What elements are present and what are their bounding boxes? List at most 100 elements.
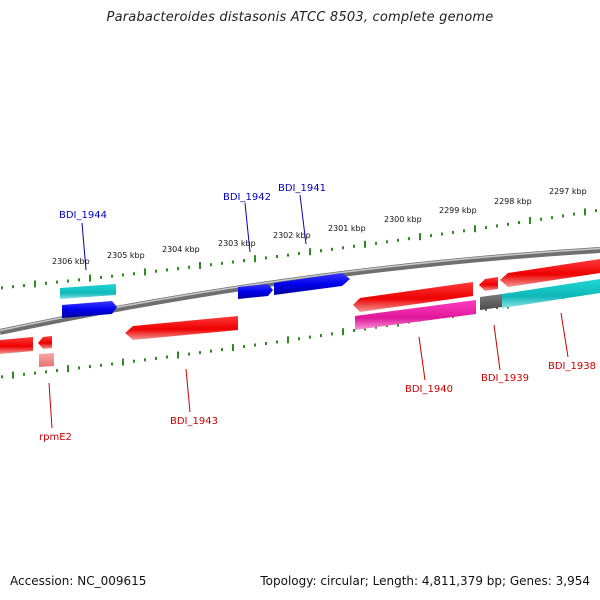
label-bdi-1940[interactable]: BDI_1940 (405, 384, 453, 395)
minor-tick (265, 342, 267, 345)
gene-bdi-1938[interactable] (502, 279, 600, 308)
gene-rpme2[interactable] (38, 336, 52, 349)
minor-tick (276, 255, 278, 258)
minor-tick (199, 351, 201, 355)
major-tick (232, 344, 234, 352)
minor-tick (287, 253, 289, 257)
minor-tick (67, 279, 69, 283)
minor-tick (1, 286, 3, 290)
genome-stats-text: Topology: circular; Length: 4,811,379 bp… (260, 574, 590, 588)
scale-label-2301: 2301 kbp (328, 224, 366, 233)
minor-tick (111, 362, 113, 366)
minor-tick (331, 247, 333, 251)
gene-rpme2-rrna[interactable] (39, 353, 54, 367)
minor-tick (276, 340, 278, 344)
gene-bdi-1938-reverse[interactable] (500, 259, 600, 287)
upper-scale-track (1, 208, 597, 290)
major-tick (584, 208, 586, 216)
minor-tick (12, 285, 14, 289)
minor-tick (320, 249, 322, 253)
leader-bdi-1939 (493, 324, 501, 371)
gene-bdi-1940-rna[interactable] (355, 300, 476, 330)
minor-tick (518, 221, 520, 225)
minor-tick (210, 349, 212, 353)
minor-tick (34, 371, 36, 375)
leader-bdi-1943 (185, 368, 191, 413)
minor-tick (353, 244, 355, 248)
major-tick (12, 371, 14, 379)
leader-bdi-1944 (81, 222, 87, 271)
minor-tick (144, 358, 146, 362)
label-rpme2[interactable]: rpmE2 (39, 432, 72, 443)
scale-label-2297: 2297 kbp (549, 187, 587, 196)
minor-tick (353, 329, 355, 332)
major-tick (309, 248, 311, 256)
minor-tick (188, 265, 190, 269)
gene-bdi-1939[interactable] (480, 294, 502, 310)
minor-tick (331, 332, 333, 336)
gene-bdi-1940[interactable] (353, 282, 473, 312)
major-tick (34, 280, 36, 288)
leader-rpme2 (48, 382, 53, 429)
scale-label-2298: 2298 kbp (494, 197, 532, 206)
gene-bdi-1944-rna[interactable] (60, 284, 116, 299)
minor-tick (485, 226, 487, 230)
minor-tick (210, 263, 212, 267)
minor-tick (166, 355, 168, 359)
gene-bdi-1943[interactable] (125, 316, 238, 340)
label-bdi-1943[interactable]: BDI_1943 (170, 416, 218, 427)
minor-tick (133, 359, 135, 363)
minor-tick (155, 269, 157, 273)
minor-tick (507, 222, 509, 226)
minor-tick (155, 356, 157, 360)
scale-label-2300: 2300 kbp (384, 215, 422, 224)
gene-bdi-1942[interactable] (238, 284, 273, 299)
major-tick (177, 351, 179, 359)
minor-tick (89, 365, 91, 369)
minor-tick (45, 281, 47, 285)
minor-tick (441, 232, 443, 236)
minor-tick (232, 260, 234, 264)
gene-bdi-1939-marker[interactable] (479, 277, 498, 291)
gene-bdi-1941[interactable] (274, 273, 350, 295)
leader-bdi-1938 (560, 312, 569, 358)
major-tick (67, 365, 69, 373)
minor-tick (23, 372, 25, 376)
label-bdi-1941[interactable]: BDI_1941 (278, 183, 326, 194)
minor-tick (23, 284, 25, 288)
gene-bdi-1944[interactable] (62, 301, 117, 318)
minor-tick (540, 217, 542, 221)
major-tick (144, 268, 146, 276)
label-bdi-1939[interactable]: BDI_1939 (481, 373, 529, 384)
major-tick (474, 225, 476, 233)
minor-tick (254, 343, 256, 347)
scale-label-2299: 2299 kbp (439, 206, 477, 215)
minor-tick (386, 240, 388, 244)
minor-tick (375, 241, 377, 245)
minor-tick (265, 256, 267, 260)
leader-bdi-1940 (418, 336, 426, 381)
label-bdi-1942[interactable]: BDI_1942 (223, 192, 271, 203)
major-tick (89, 274, 91, 282)
major-tick (199, 262, 201, 269)
minor-tick (463, 229, 465, 233)
major-tick (287, 336, 289, 344)
label-bdi-1944[interactable]: BDI_1944 (59, 210, 107, 221)
minor-tick (298, 337, 300, 341)
minor-tick (430, 234, 432, 238)
minor-tick (595, 209, 597, 213)
gene-left-edge[interactable] (0, 337, 33, 354)
map-title: Parabacteroides distasonis ATCC 8503, co… (106, 10, 494, 25)
minor-tick (364, 327, 366, 331)
minor-tick (100, 275, 102, 279)
label-bdi-1938[interactable]: BDI_1938 (548, 361, 596, 372)
scale-label-2302: 2302 kbp (273, 231, 311, 240)
minor-tick (320, 334, 322, 337)
major-tick (122, 358, 124, 366)
minor-tick (111, 274, 113, 278)
minor-tick (342, 246, 344, 250)
minor-tick (78, 278, 80, 282)
minor-tick (56, 280, 58, 284)
major-tick (529, 217, 531, 224)
